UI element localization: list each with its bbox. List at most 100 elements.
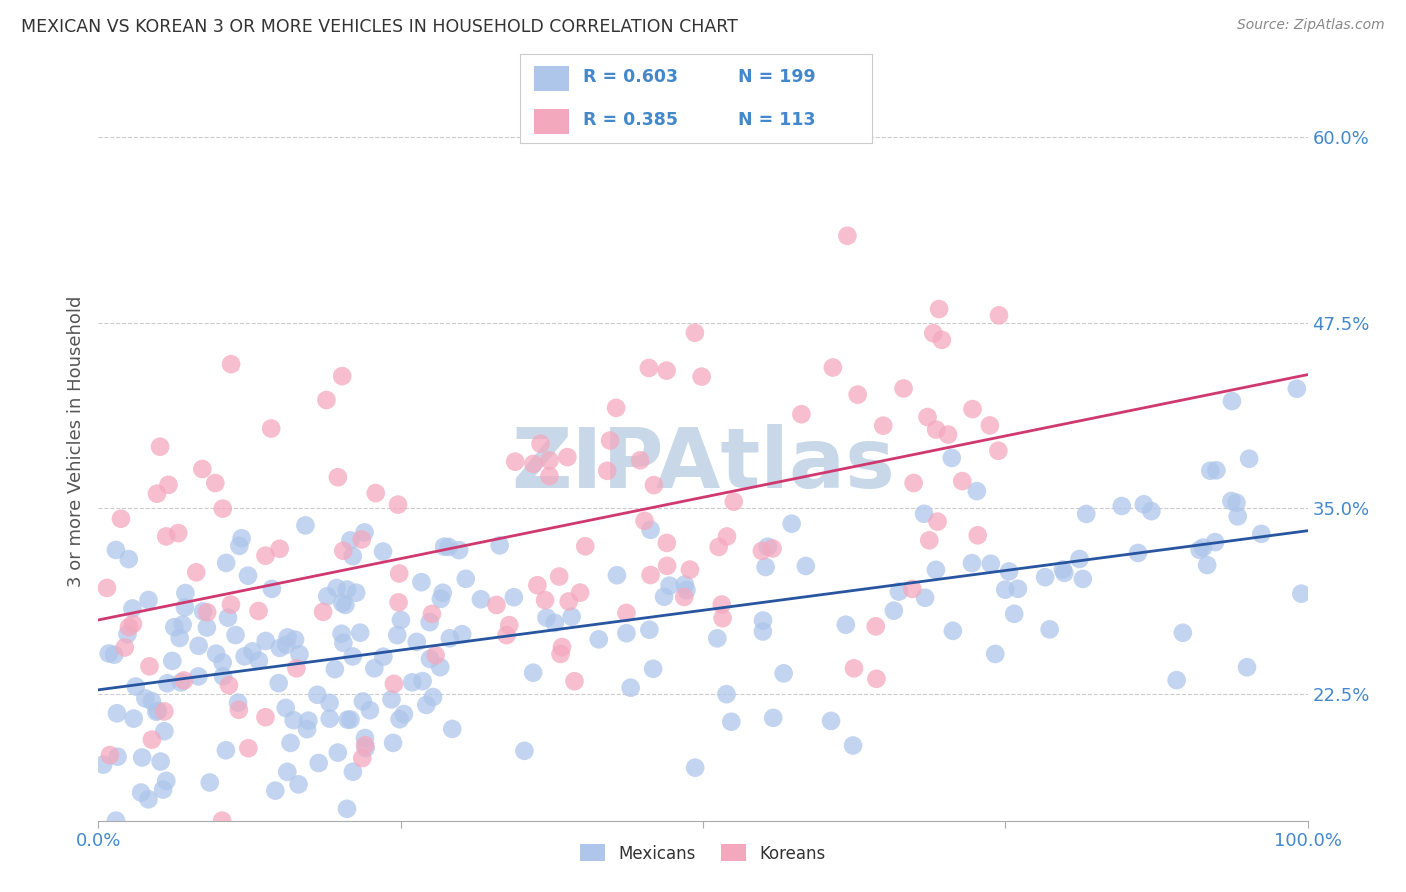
Point [588, 632, 610, 647]
Point [155, 529, 177, 543]
Point [387, 498, 409, 512]
Point [1166, 673, 1188, 687]
Point [373, 649, 395, 664]
Point [550, 647, 572, 661]
Point [342, 649, 364, 664]
Point [330, 369, 353, 384]
Point [925, 423, 948, 437]
Point [794, 559, 817, 574]
Point [107, 749, 129, 764]
Y-axis label: 3 or more Vehicles in Household: 3 or more Vehicles in Household [66, 296, 84, 587]
Point [276, 638, 298, 652]
Point [984, 647, 1007, 661]
Point [247, 604, 270, 618]
Point [980, 557, 1002, 571]
Point [837, 228, 859, 243]
Point [315, 392, 337, 407]
Point [157, 478, 180, 492]
Point [927, 515, 949, 529]
Point [1069, 552, 1091, 566]
Point [295, 722, 318, 736]
Point [522, 457, 544, 471]
Point [211, 501, 233, 516]
Point [336, 713, 359, 727]
Point [1285, 382, 1308, 396]
Point [146, 486, 169, 500]
Point [960, 556, 983, 570]
Text: R = 0.603: R = 0.603 [583, 68, 679, 86]
Point [1111, 499, 1133, 513]
Point [1171, 625, 1194, 640]
Bar [534, 66, 569, 91]
Point [1033, 570, 1056, 584]
Point [1039, 623, 1062, 637]
Point [228, 703, 250, 717]
Point [138, 659, 160, 673]
Point [887, 584, 910, 599]
Point [267, 676, 290, 690]
Point [134, 691, 156, 706]
Point [195, 620, 218, 634]
Point [419, 652, 441, 666]
Point [1007, 582, 1029, 596]
Point [274, 701, 297, 715]
Point [215, 556, 238, 570]
Point [146, 704, 169, 718]
Point [420, 607, 443, 621]
Point [387, 595, 409, 609]
Point [217, 610, 239, 624]
Point [236, 568, 259, 582]
Point [105, 814, 128, 828]
Point [790, 407, 813, 421]
Point [118, 552, 141, 566]
Point [865, 672, 887, 686]
Point [242, 644, 264, 658]
Point [335, 598, 357, 612]
Point [628, 453, 651, 467]
Point [269, 640, 291, 655]
Point [914, 591, 936, 605]
Point [569, 585, 592, 599]
Point [389, 613, 412, 627]
Point [125, 680, 148, 694]
Point [1291, 587, 1313, 601]
Point [538, 453, 561, 467]
Point [706, 632, 728, 646]
Point [138, 792, 160, 806]
Point [325, 581, 347, 595]
Point [254, 634, 277, 648]
Point [454, 572, 477, 586]
Point [673, 590, 696, 604]
Point [720, 714, 742, 729]
Point [679, 563, 702, 577]
Point [437, 540, 460, 554]
Point [1237, 451, 1260, 466]
Point [1220, 494, 1243, 508]
Point [339, 533, 361, 548]
Point [388, 712, 411, 726]
Point [561, 609, 583, 624]
Point [97, 647, 120, 661]
Point [761, 541, 783, 556]
Point [707, 540, 730, 554]
Point [187, 669, 209, 683]
Point [350, 533, 373, 547]
Point [212, 669, 235, 683]
Point [1225, 496, 1247, 510]
Point [387, 628, 409, 642]
Point [1199, 464, 1222, 478]
Point [342, 549, 364, 564]
Text: Source: ZipAtlas.com: Source: ZipAtlas.com [1237, 18, 1385, 32]
Point [307, 688, 329, 702]
Point [846, 387, 869, 401]
Point [191, 462, 214, 476]
Point [755, 560, 778, 574]
Point [152, 782, 174, 797]
Point [942, 624, 965, 638]
Point [264, 783, 287, 797]
Point [752, 614, 775, 628]
Point [821, 360, 844, 375]
Point [658, 579, 681, 593]
Point [339, 713, 361, 727]
Point [98, 748, 121, 763]
